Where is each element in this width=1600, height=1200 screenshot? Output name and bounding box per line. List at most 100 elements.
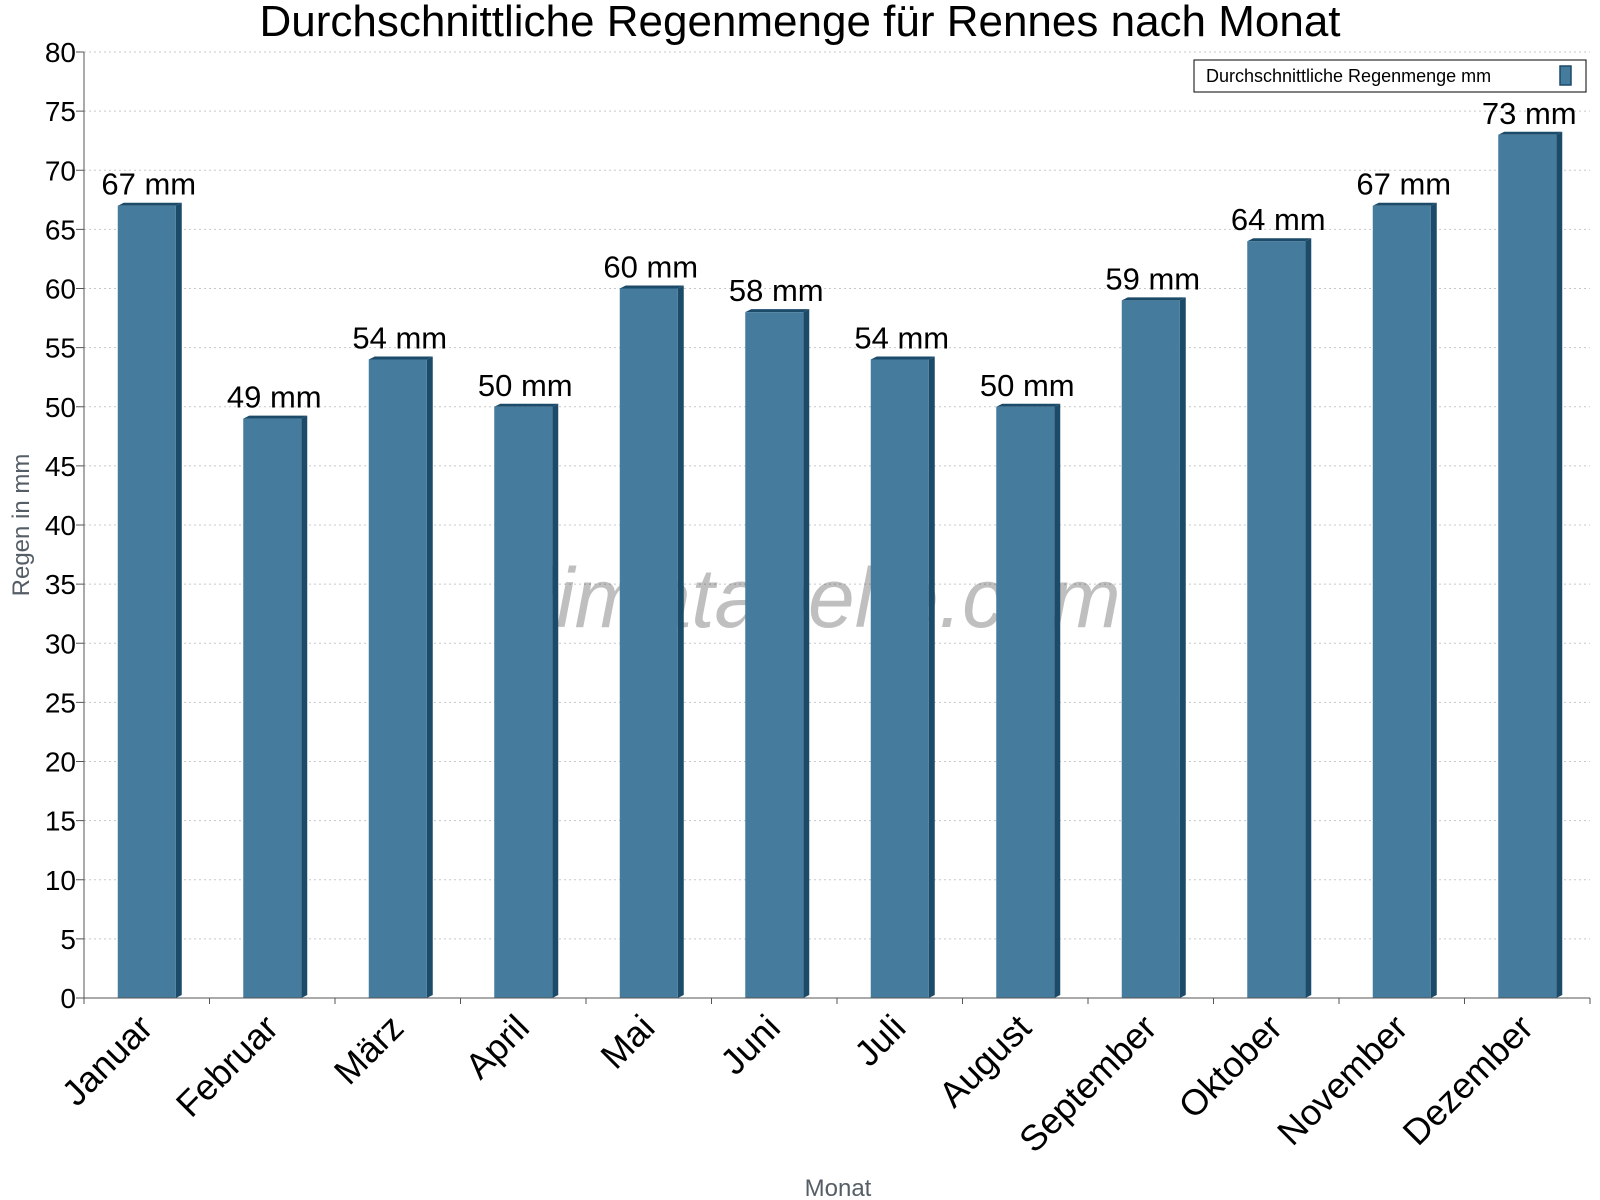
grid-lines (84, 51, 1590, 940)
bar-top (870, 356, 935, 360)
bar-top (1121, 297, 1186, 301)
y-tick-label: 60 (45, 274, 76, 305)
data-label: 50 mm (980, 368, 1075, 403)
x-tick-label: Juli (846, 1007, 913, 1074)
x-ticks: Januar Februar März April Mai Juni Juli AugustS… (54, 998, 1591, 1161)
data-label: 67 mm (1356, 167, 1451, 202)
bar (619, 285, 684, 998)
bar-top (1247, 238, 1312, 242)
y-tick-label: 40 (45, 510, 76, 541)
x-tick-label: November (1269, 1007, 1415, 1153)
bar-side (1556, 131, 1563, 998)
y-tick-label: 30 (45, 628, 76, 659)
bar-top (1498, 131, 1563, 135)
y-ticks: 0 5 10 15 20 25 30 35 40 45 50 55 60 65 70 75 80 (45, 37, 84, 1014)
y-tick-label: 70 (45, 155, 76, 186)
y-tick-label: 15 (45, 806, 76, 837)
bar (494, 403, 559, 998)
bar (745, 309, 810, 998)
x-tick-label: September (1011, 1007, 1165, 1161)
bar-side (1179, 297, 1186, 998)
data-labels: 67 mm 49 mm 54 mm 50 mm 60 mm 58 mm 54 mm 50 mm… (101, 96, 1576, 415)
bar-front (619, 288, 678, 998)
bar-side (928, 356, 935, 998)
x-tick-label: Februar (168, 1007, 286, 1125)
bar-top (745, 309, 810, 313)
bar-side (803, 309, 810, 998)
bar (1372, 202, 1437, 999)
y-tick-label: 5 (60, 924, 76, 955)
bar-top (243, 415, 308, 419)
y-tick-label: 35 (45, 569, 76, 600)
data-label: 58 mm (729, 273, 824, 308)
bar-front (1247, 241, 1306, 998)
bar-side (1430, 202, 1437, 999)
data-label: 59 mm (1105, 261, 1200, 296)
bar-side (175, 202, 182, 999)
bar-side (1054, 403, 1061, 998)
y-tick-label: 25 (45, 687, 76, 718)
bar (243, 415, 308, 998)
chart-title: Durchschnittliche Regenmenge für Rennes … (259, 0, 1340, 46)
bar-side (426, 356, 433, 998)
bar-top (619, 285, 684, 289)
x-tick-label: Oktober (1170, 1007, 1290, 1127)
bar-front (1498, 134, 1557, 998)
x-tick-label: April (457, 1007, 537, 1087)
y-tick-label: 45 (45, 451, 76, 482)
y-tick-label: 0 (60, 983, 76, 1014)
x-tick-label: Dezember (1394, 1007, 1540, 1153)
bar-side (677, 285, 684, 998)
legend: Durchschnittliche Regenmenge mm (1193, 59, 1587, 93)
data-label: 50 mm (478, 368, 573, 403)
bar-front (1372, 205, 1431, 999)
bar-top (368, 356, 433, 360)
x-axis-title: Monat (805, 1175, 872, 1200)
x-tick-label: Juni (712, 1007, 788, 1083)
bar-side (552, 403, 559, 998)
y-tick-label: 80 (45, 37, 76, 68)
x-tick-label: August (931, 1007, 1039, 1115)
y-tick-label: 20 (45, 747, 76, 778)
y-tick-label: 10 (45, 865, 76, 896)
x-tick-label: Mai (592, 1007, 662, 1077)
bar-top (996, 403, 1061, 407)
bar-front (1121, 300, 1180, 998)
bar-front (870, 359, 929, 998)
data-label: 49 mm (227, 380, 322, 415)
y-tick-label: 55 (45, 333, 76, 364)
bar-front (996, 406, 1055, 998)
x-tick-label: Januar (54, 1007, 161, 1114)
legend-label: Durchschnittliche Regenmenge mm (1206, 66, 1491, 86)
legend-box (1193, 59, 1587, 93)
x-tick-label: März (326, 1007, 412, 1093)
bar-front (745, 312, 804, 998)
bar (1247, 238, 1312, 998)
bar-front (494, 406, 553, 998)
y-tick-label: 50 (45, 392, 76, 423)
bar-top (494, 403, 559, 407)
bar-front (243, 418, 302, 998)
bar (117, 202, 182, 999)
y-tick-label: 65 (45, 214, 76, 245)
y-tick-label: 75 (45, 96, 76, 127)
data-label: 64 mm (1231, 202, 1326, 237)
bar-front (117, 205, 176, 999)
data-label: 54 mm (352, 320, 447, 355)
bar-side (1305, 238, 1312, 998)
bar (1498, 131, 1563, 998)
bar (996, 403, 1061, 998)
data-label: 73 mm (1482, 96, 1577, 131)
bar (1121, 297, 1186, 998)
y-axis-title: Regen in mm (8, 454, 35, 597)
bar (368, 356, 433, 998)
bar-side (301, 415, 308, 998)
bar-top (1372, 202, 1437, 206)
data-label: 67 mm (101, 167, 196, 202)
bar (870, 356, 935, 998)
bar-front (368, 359, 427, 998)
data-label: 54 mm (854, 320, 949, 355)
bar-top (117, 202, 182, 206)
data-label: 60 mm (603, 250, 698, 285)
